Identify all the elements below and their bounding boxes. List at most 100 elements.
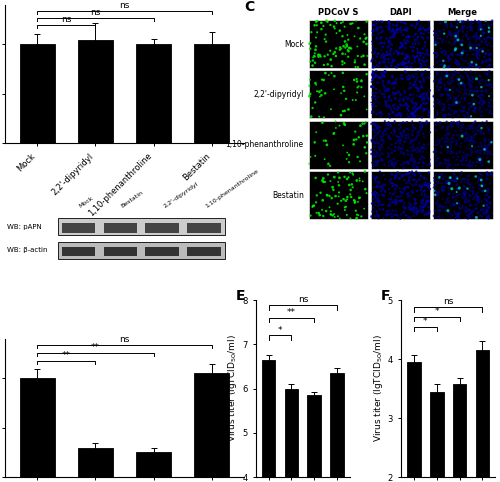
Point (330, 186, 338, 194)
Point (396, 120, 404, 128)
Point (412, 168, 420, 175)
Point (421, 39, 429, 46)
Point (488, 17, 496, 25)
Point (400, 176, 408, 184)
Point (466, 77, 474, 84)
Point (458, 37, 466, 44)
Point (404, 184, 412, 191)
Point (476, 121, 484, 129)
Point (474, 210, 482, 217)
Point (478, 100, 486, 108)
Point (476, 45, 484, 53)
Point (446, 174, 454, 182)
Point (394, 28, 402, 36)
Point (450, 109, 458, 117)
Point (412, 70, 420, 78)
Point (404, 94, 412, 102)
Point (406, 205, 414, 213)
Point (468, 33, 476, 41)
Point (386, 80, 394, 87)
Point (320, 178, 328, 186)
Bar (104, 223, 137, 233)
Point (483, 69, 491, 77)
Point (384, 158, 392, 166)
Point (444, 196, 452, 204)
Point (425, 95, 433, 103)
Point (398, 171, 406, 179)
Point (450, 71, 458, 79)
Point (374, 30, 382, 38)
Point (482, 56, 490, 64)
Point (439, 91, 447, 99)
Point (466, 122, 474, 130)
Point (466, 46, 474, 54)
Point (414, 85, 422, 93)
Point (458, 86, 466, 94)
Point (477, 176, 485, 184)
Point (320, 137, 328, 145)
Point (392, 143, 400, 151)
Text: Bestatin: Bestatin (272, 190, 304, 200)
Point (430, 63, 438, 70)
Point (403, 170, 411, 178)
Point (392, 128, 400, 135)
Point (406, 204, 414, 212)
Point (420, 95, 428, 103)
Point (392, 111, 400, 119)
Point (385, 207, 393, 214)
Point (475, 26, 483, 34)
Point (458, 194, 466, 201)
Point (330, 25, 338, 32)
Point (389, 55, 397, 63)
Point (450, 173, 458, 180)
Point (379, 183, 387, 190)
Point (460, 80, 468, 88)
Point (421, 211, 429, 219)
Point (372, 35, 380, 42)
Point (415, 39, 423, 47)
Point (397, 113, 405, 120)
Point (444, 54, 452, 62)
Point (394, 193, 402, 201)
Point (408, 151, 416, 159)
Point (385, 161, 393, 169)
Point (376, 205, 384, 213)
Point (481, 187, 489, 195)
Point (380, 132, 388, 139)
Point (483, 208, 491, 216)
Point (482, 35, 490, 42)
Point (482, 142, 490, 150)
Point (480, 53, 488, 61)
Point (418, 70, 426, 78)
Point (398, 196, 406, 204)
Point (486, 169, 494, 177)
Point (453, 185, 461, 192)
Point (352, 17, 360, 25)
Point (326, 162, 334, 170)
Point (372, 161, 380, 169)
Point (410, 172, 418, 179)
Point (396, 112, 404, 120)
Point (442, 207, 450, 214)
Point (433, 108, 441, 116)
Point (410, 110, 418, 118)
Point (452, 127, 460, 135)
Bar (78, 448, 113, 477)
Bar (370, 171, 430, 219)
Point (402, 52, 410, 59)
Point (380, 171, 388, 179)
Point (462, 124, 470, 132)
Point (445, 105, 453, 112)
Point (476, 104, 484, 112)
Point (462, 94, 469, 102)
Point (330, 50, 338, 58)
Point (446, 80, 454, 87)
Point (417, 101, 425, 109)
Point (476, 122, 484, 130)
Point (404, 110, 411, 118)
Point (488, 34, 496, 41)
Point (391, 147, 399, 155)
Point (372, 102, 380, 110)
Point (402, 40, 410, 47)
Point (466, 137, 474, 145)
